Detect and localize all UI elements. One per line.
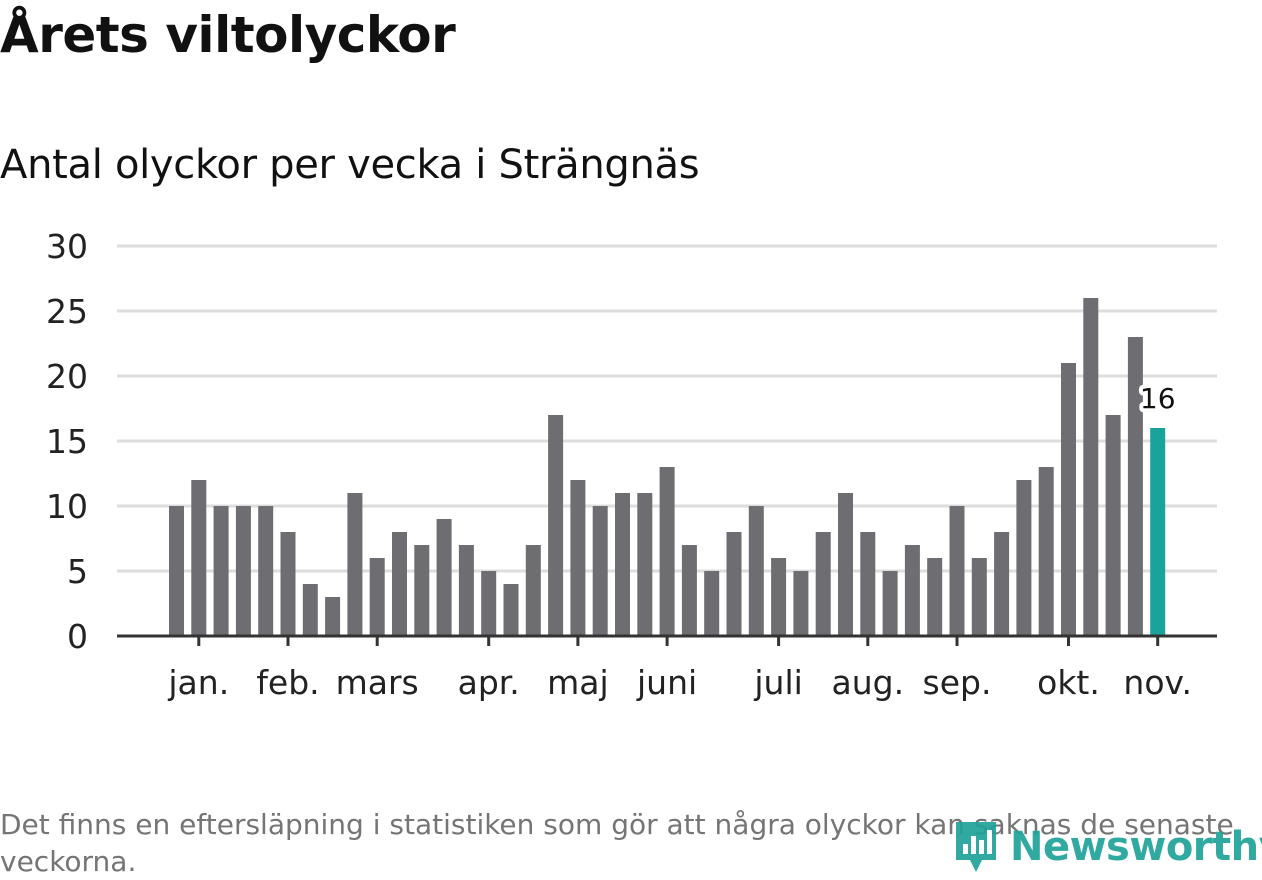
bar [726, 532, 742, 636]
bar [1083, 298, 1099, 636]
y-tick-label: 20 [46, 357, 88, 396]
bar [659, 467, 675, 636]
bar [592, 506, 608, 636]
data-labels: 16 [1136, 378, 1180, 419]
bar [570, 480, 586, 636]
y-tick-label: 25 [46, 292, 88, 331]
bar [637, 493, 653, 636]
brand-logo: Newsworthy [952, 818, 1262, 876]
bar [548, 415, 564, 636]
bar [1038, 467, 1054, 636]
bar [213, 506, 229, 636]
bar [347, 493, 363, 636]
bar [369, 558, 385, 636]
bar [414, 545, 430, 636]
bar [704, 571, 720, 636]
bar [838, 493, 853, 636]
bar [191, 480, 207, 636]
bar [169, 506, 184, 636]
bar [325, 597, 341, 636]
x-tick-label: nov. [1123, 663, 1192, 702]
y-tick-label: 5 [67, 552, 88, 591]
x-tick-label: mars [336, 663, 419, 702]
x-tick-label: juni [636, 663, 697, 702]
x-tick-label: feb. [256, 663, 319, 702]
bar-highlighted [1150, 428, 1166, 636]
data-label-last-week: 16 [1140, 382, 1176, 415]
bar [971, 558, 987, 636]
bar [235, 506, 251, 636]
bar [302, 584, 318, 636]
x-tick-label: juli [753, 663, 802, 702]
bar [681, 545, 697, 636]
bar [481, 571, 497, 636]
bar [258, 506, 274, 636]
bar [280, 532, 296, 636]
bar [615, 493, 630, 636]
y-tick-label: 0 [67, 617, 88, 656]
bar [1127, 337, 1143, 636]
footnote: Det finns en eftersläpning i statistiken… [0, 808, 1234, 878]
x-tick-label: okt. [1037, 663, 1100, 702]
bar [748, 506, 764, 636]
y-tick-label: 10 [46, 487, 88, 526]
bar [1105, 415, 1121, 636]
bar [994, 532, 1010, 636]
newsworthy-logo-icon [956, 822, 996, 872]
bars [169, 298, 1166, 636]
bar [793, 571, 809, 636]
x-tick-label: aug. [832, 663, 905, 702]
bar [882, 571, 898, 636]
bar [904, 545, 920, 636]
x-tick-label: maj [547, 663, 609, 702]
bar [392, 532, 407, 636]
bar [1016, 480, 1032, 636]
chart-title: Årets viltolyckor [0, 6, 456, 64]
grid-lines: 0 5 10 15 20 25 30 [46, 227, 1217, 656]
y-tick-label: 30 [46, 227, 88, 266]
chart-subtitle: Antal olyckor per vecka i Strängnäs [0, 142, 700, 188]
x-tick-label: sep. [923, 663, 992, 702]
bar [525, 545, 541, 636]
bar [503, 584, 519, 636]
x-tick-label: jan. [167, 663, 229, 702]
bar [860, 532, 876, 636]
bar [458, 545, 474, 636]
bar [949, 506, 965, 636]
bar [1061, 363, 1076, 636]
bar [927, 558, 943, 636]
x-axis: jan. feb. mars apr. maj juni juli aug. sep. okt. n… [117, 634, 1217, 702]
bar [815, 532, 831, 636]
brand-name: Newsworthy [1010, 824, 1262, 870]
x-tick-label: apr. [458, 663, 520, 702]
y-tick-label: 15 [46, 422, 88, 461]
bar [436, 519, 452, 636]
bar [771, 558, 787, 636]
